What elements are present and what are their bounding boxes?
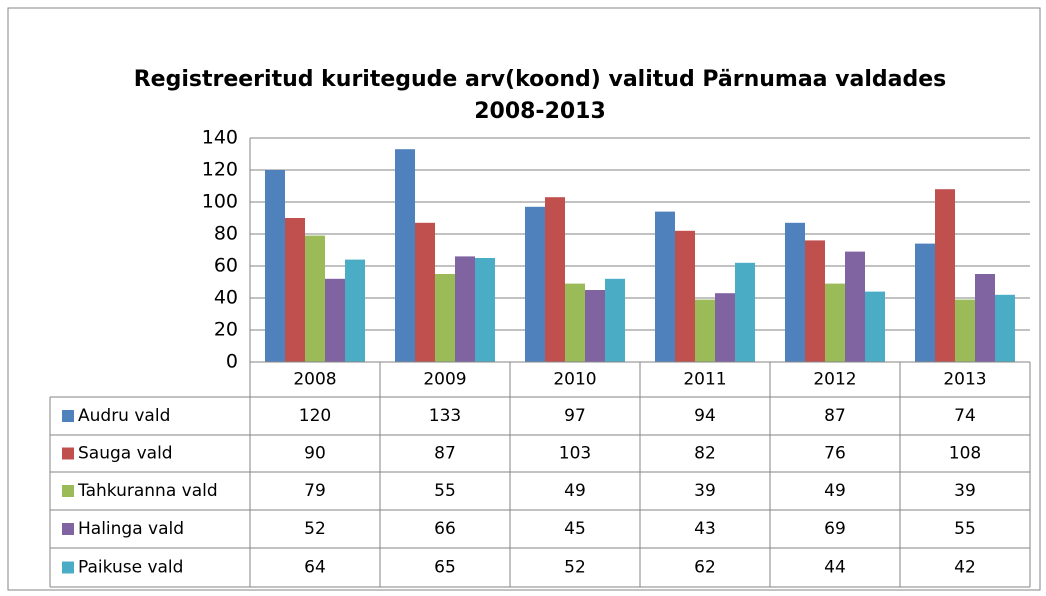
table-value: 65 <box>434 558 456 578</box>
bar <box>455 256 475 362</box>
y-tick-label: 140 <box>202 127 238 149</box>
y-tick-label: 40 <box>214 287 238 309</box>
bar <box>325 278 345 362</box>
table-value: 66 <box>434 519 456 539</box>
legend-key <box>62 410 74 422</box>
y-tick-label: 20 <box>214 319 238 341</box>
x-tick-label: 2013 <box>943 370 986 390</box>
table-value: 133 <box>429 406 461 426</box>
legend-label: Sauga vald <box>78 444 173 464</box>
bar <box>265 170 285 362</box>
bar <box>975 274 995 362</box>
table-value: 64 <box>304 558 326 578</box>
bar <box>395 149 415 362</box>
bar <box>585 290 605 362</box>
bar <box>285 218 305 362</box>
bar <box>845 251 865 362</box>
bar <box>655 211 675 362</box>
table-value: 45 <box>564 519 586 539</box>
y-tick-label: 120 <box>202 159 238 181</box>
x-tick-label: 2010 <box>553 370 596 390</box>
bar <box>605 278 625 362</box>
table-value: 49 <box>564 481 586 501</box>
legend-label: Paikuse vald <box>78 558 183 578</box>
bar <box>305 235 325 362</box>
legend-key <box>62 561 74 574</box>
bar <box>805 240 825 362</box>
table-value: 52 <box>304 519 326 539</box>
chart-title: Registreeritud kuritegude arv(koond) val… <box>134 67 947 92</box>
bar <box>935 189 955 362</box>
bar <box>715 293 735 362</box>
table-value: 103 <box>559 444 591 464</box>
bar <box>865 291 885 362</box>
table-value: 76 <box>824 444 846 464</box>
x-tick-label: 2011 <box>683 370 726 390</box>
legend-label: Halinga vald <box>78 519 184 539</box>
table-value: 82 <box>694 444 716 464</box>
bar <box>785 222 805 362</box>
bar <box>545 197 565 362</box>
chart-title: 2008-2013 <box>474 99 606 124</box>
legend-key <box>62 523 74 535</box>
table-value: 55 <box>954 519 976 539</box>
legend-label: Audru vald <box>78 406 170 426</box>
table-value: 39 <box>954 481 976 501</box>
y-tick-label: 60 <box>214 255 238 277</box>
legend-key <box>62 447 74 460</box>
table-value: 49 <box>824 481 846 501</box>
bar <box>695 299 715 362</box>
table-value: 42 <box>954 558 976 578</box>
table-value: 55 <box>434 481 456 501</box>
table-value: 62 <box>694 558 716 578</box>
table-value: 94 <box>694 406 716 426</box>
legend-key <box>62 485 74 497</box>
bar <box>475 258 495 362</box>
bar <box>565 283 585 362</box>
table-value: 43 <box>694 519 716 539</box>
table-value: 52 <box>564 558 586 578</box>
y-tick-label: 0 <box>226 351 238 373</box>
bar <box>415 222 435 362</box>
table-value: 90 <box>304 444 326 464</box>
table-value: 44 <box>824 558 846 578</box>
table-value: 74 <box>954 406 976 426</box>
y-tick-label: 80 <box>214 223 238 245</box>
table-value: 120 <box>299 406 331 426</box>
x-tick-label: 2008 <box>293 370 336 390</box>
table-value: 97 <box>564 406 586 426</box>
x-tick-label: 2009 <box>423 370 466 390</box>
bar <box>435 274 455 362</box>
bar <box>675 230 695 362</box>
bar <box>825 283 845 362</box>
x-tick-label: 2012 <box>813 370 856 390</box>
table-value: 87 <box>434 444 456 464</box>
chart-border <box>7 7 1041 591</box>
table-value: 39 <box>694 481 716 501</box>
bar <box>525 206 545 362</box>
bar <box>955 299 975 362</box>
bar <box>915 243 935 362</box>
table-value: 79 <box>304 481 326 501</box>
bar <box>735 262 755 362</box>
legend-label: Tahkuranna vald <box>77 481 218 501</box>
table-value: 108 <box>949 444 981 464</box>
table-value: 87 <box>824 406 846 426</box>
bar <box>345 259 365 362</box>
bar <box>995 294 1015 362</box>
y-tick-label: 100 <box>202 191 238 213</box>
table-value: 69 <box>824 519 846 539</box>
